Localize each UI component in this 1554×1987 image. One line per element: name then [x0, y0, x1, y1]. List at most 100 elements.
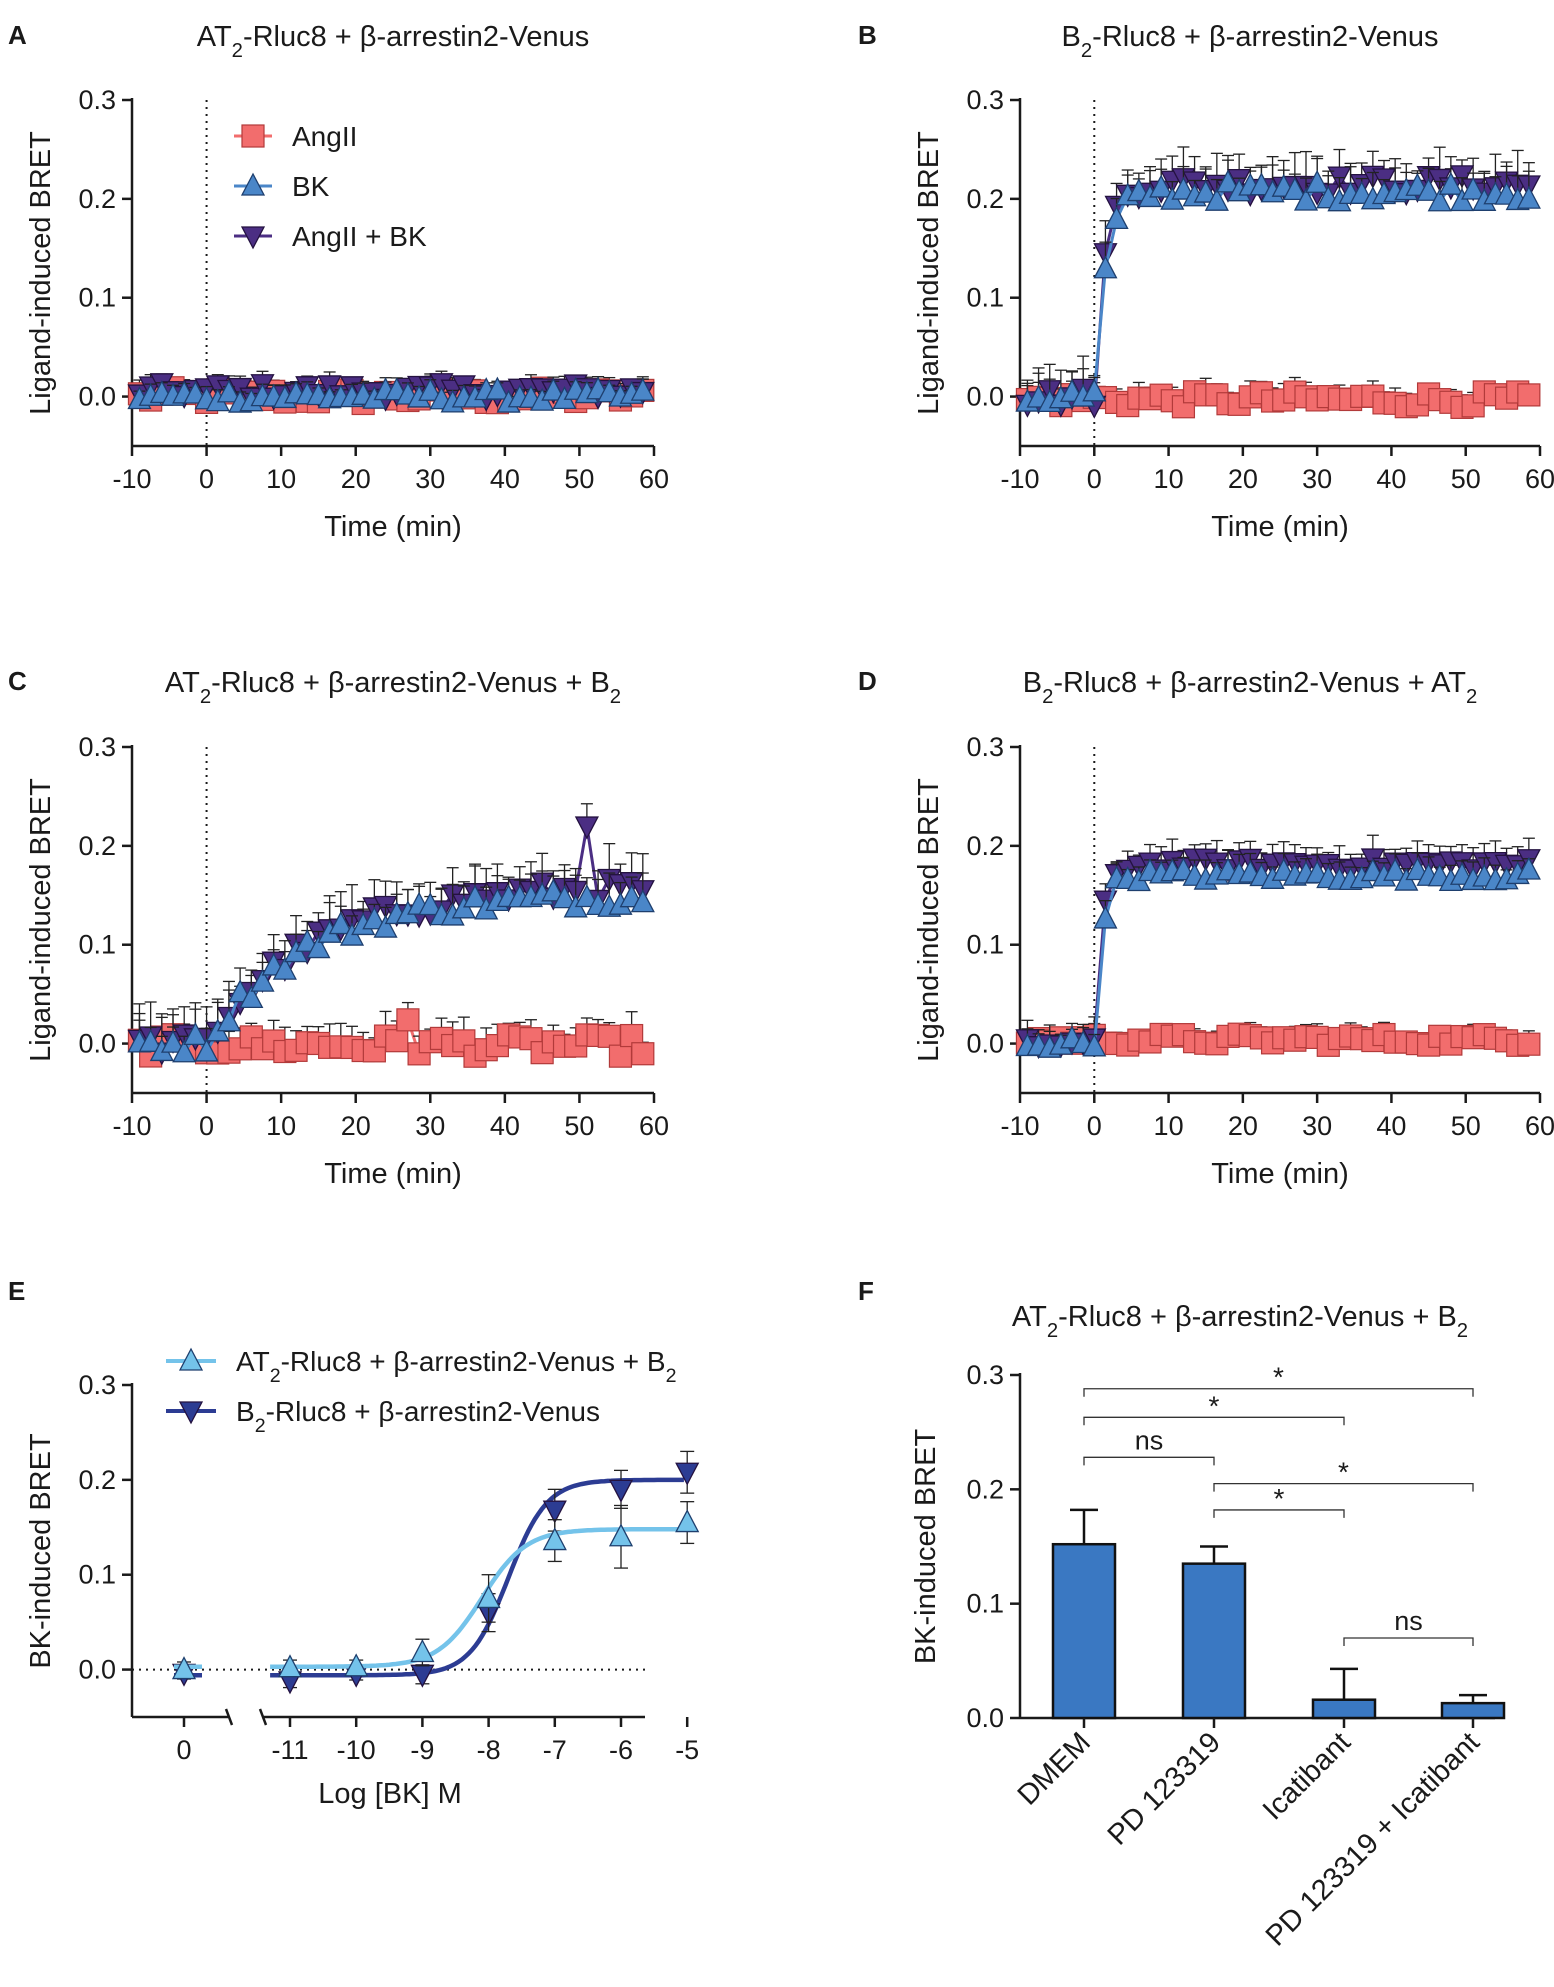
axis-break — [224, 1708, 234, 1726]
panel-d: B2-Rluc8 + β-arrestin2-Venus + AT2 0.0 0.1… — [913, 667, 1554, 1190]
panel-letter-a: A — [8, 20, 27, 50]
y-tick-label: 0.0 — [966, 1029, 1004, 1059]
data-point — [552, 885, 577, 909]
y-tick-label: 0.0 — [78, 1029, 116, 1059]
x-tick-label: 40 — [1376, 464, 1406, 494]
data-point — [183, 1021, 208, 1045]
bar-2 — [1181, 1562, 1247, 1720]
chart-title: B2-Rluc8 + β-arrestin2-Venus — [1062, 21, 1439, 62]
data-point — [1461, 176, 1486, 200]
significance-label: ns — [1394, 1606, 1423, 1636]
data-point — [194, 1038, 219, 1062]
data-point — [1282, 176, 1307, 200]
panel-a: AT2-Rluc8 + β-arrestin2-Venus 0.0 0.1 0.2 0.… — [25, 21, 669, 543]
series-at2 — [171, 1501, 700, 1680]
legend-label: AngII + BK — [292, 221, 427, 252]
panel-letter-b: B — [858, 20, 877, 50]
legend: AT2-Rluc8 + β-arrestin2-Venus + B2 B2-Rlu… — [166, 1346, 676, 1437]
data-point — [216, 379, 242, 403]
legend: AngII BK AngII + BK — [234, 121, 427, 252]
y-tick-label: 0.2 — [966, 184, 1004, 214]
bracket-line — [1213, 1482, 1474, 1492]
legend-label: B2-Rluc8 + β-arrestin2-Venus — [236, 1396, 600, 1437]
significance-label: * — [1273, 1362, 1284, 1393]
data-point — [277, 1654, 303, 1678]
x-tick-label: 40 — [1376, 1111, 1406, 1141]
data-point — [1293, 187, 1319, 211]
bar-3 — [1311, 1698, 1377, 1720]
chart-title: AT2-Rluc8 + β-arrestin2-Venus + B2 — [1012, 1301, 1468, 1342]
x-tick-label: 10 — [1154, 464, 1184, 494]
data-point — [1104, 205, 1129, 230]
y-tick-label: 0.2 — [78, 831, 116, 861]
y-axis-label: Ligand-induced BRET — [913, 778, 945, 1062]
x-tick-label: 0 — [199, 464, 214, 494]
data-point — [485, 376, 510, 400]
series-bk — [127, 863, 655, 1063]
x-tick-label: -10 — [1000, 1111, 1039, 1141]
data-point — [216, 1008, 242, 1032]
significance-label: * — [1338, 1457, 1349, 1488]
data-point — [1516, 185, 1541, 209]
x-tick-label: 60 — [1525, 464, 1554, 494]
x-tick-label: 30 — [415, 464, 445, 494]
significance-label: ns — [1135, 1425, 1164, 1455]
bracket-line — [1343, 1637, 1474, 1646]
y-tick-label: 0.2 — [966, 831, 1004, 861]
data-point — [373, 914, 398, 938]
data-point — [396, 1008, 420, 1032]
y-tick-label: 0.3 — [78, 1370, 116, 1400]
x-tick-label: 0 — [176, 1735, 191, 1765]
data-point — [344, 1653, 369, 1677]
data-point — [542, 1527, 567, 1551]
data-point — [542, 1500, 567, 1524]
x-tick-label: 20 — [341, 464, 371, 494]
x-tick-label: 10 — [266, 1111, 296, 1141]
legend-marker — [241, 124, 265, 148]
significance-bracket: * — [1213, 1457, 1474, 1492]
y-tick-label: 0.3 — [966, 1360, 1004, 1390]
data-point — [630, 889, 655, 913]
data-point — [1383, 857, 1408, 881]
data-point — [1149, 174, 1174, 198]
y-tick-label: 0.2 — [78, 1465, 116, 1495]
x-tick-label: -10 — [112, 464, 151, 494]
y-axis-label: BK-induced BRET — [910, 1429, 942, 1665]
data-point — [608, 1479, 634, 1503]
y-tick-label: 0.3 — [966, 732, 1004, 762]
x-tick-label: 50 — [564, 1111, 594, 1141]
y-tick-label: 0.2 — [78, 184, 116, 214]
x-tick-label: 0 — [1087, 464, 1102, 494]
data-point — [1082, 1033, 1107, 1057]
y-tick-label: 0.1 — [78, 1560, 116, 1590]
x-axis-label: Time (min) — [324, 511, 461, 543]
significance-bracket: * — [1083, 1390, 1345, 1426]
legend-marker — [178, 1401, 204, 1425]
data-point — [1305, 169, 1330, 193]
data-point — [1516, 856, 1541, 880]
data-point — [630, 377, 655, 401]
y-tick-label: 0.3 — [78, 732, 116, 762]
bar-1 — [1051, 1542, 1117, 1720]
y-tick-label: 0.1 — [78, 930, 116, 960]
significance-label: * — [1274, 1483, 1285, 1514]
y-tick-label: 0.1 — [78, 283, 116, 313]
data-point — [1449, 165, 1475, 189]
x-tick-label: -7 — [543, 1735, 567, 1765]
data-point — [1249, 172, 1274, 196]
x-tick-label: 0 — [1087, 1111, 1102, 1141]
y-tick-label: 0.0 — [966, 382, 1004, 412]
x-axis-label: Time (min) — [1211, 1158, 1348, 1190]
data-point — [1427, 188, 1452, 212]
x-tick-label: 0 — [199, 1111, 214, 1141]
data-point — [476, 1585, 501, 1609]
series-bk — [127, 376, 655, 413]
x-tick-label: -10 — [1000, 464, 1039, 494]
fit-curve — [270, 1526, 684, 1669]
panel-letter-f: F — [858, 1276, 874, 1306]
x-tick-label: 60 — [1525, 1111, 1554, 1141]
legend-label: AngII — [292, 121, 357, 152]
y-axis-label: Ligand-induced BRET — [25, 778, 57, 1062]
x-tick-label: -6 — [609, 1735, 633, 1765]
data-point — [410, 1639, 435, 1663]
